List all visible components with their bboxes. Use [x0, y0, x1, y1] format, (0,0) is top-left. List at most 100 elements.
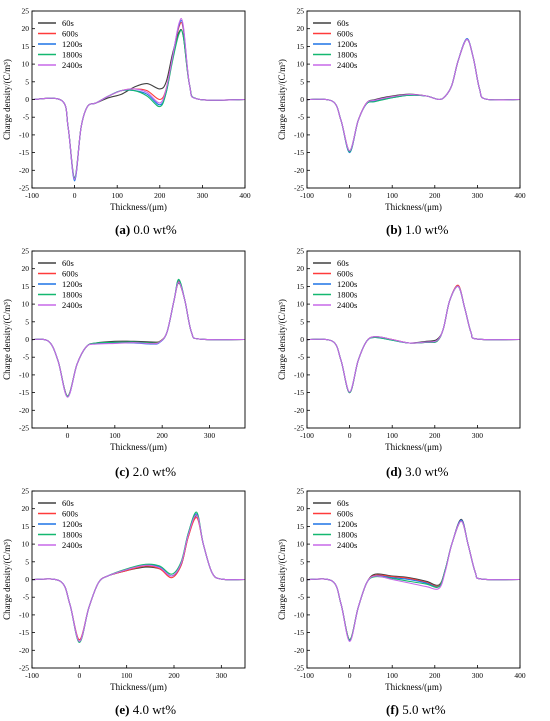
y-axis-label: Charge density/(C/m³)	[2, 59, 12, 140]
caption-a: (a) 0.0 wt%	[115, 222, 177, 238]
series-lines	[306, 38, 521, 154]
series-line-2400s	[31, 514, 246, 642]
y-tick-label: -10	[19, 610, 29, 619]
y-tick-label: -5	[298, 113, 304, 122]
series-lines	[31, 511, 246, 644]
legend-label: 1800s	[62, 50, 82, 60]
x-tick-label: 100	[112, 191, 124, 200]
chart-panel-f: -25 -20 -15 -10 -5 0 5 10 15 20 25 -100 0 100 200 300 40…	[275, 480, 550, 721]
legend-label: 2400s	[62, 300, 82, 310]
x-tick-label: -100	[300, 191, 314, 200]
y-tick-label: -5	[23, 353, 29, 362]
y-tick-label: -15	[294, 388, 304, 397]
legend-label: 1200s	[62, 39, 82, 49]
caption-text: 5.0 wt%	[399, 702, 446, 717]
x-tick-label: 100	[121, 671, 133, 680]
caption-letter: (e)	[115, 702, 130, 717]
x-tick-label: 200	[154, 191, 166, 200]
y-tick-label: 15	[297, 42, 305, 51]
legend-label: 1200s	[62, 279, 82, 289]
chart-a: -25 -20 -15 -10 -5 0 5 10 15 20 25 -100 0 100 200 300 40…	[2, 7, 251, 213]
y-tick-label: 15	[22, 522, 30, 531]
x-tick-label: 400	[514, 191, 526, 200]
y-tick-label: 0	[25, 575, 29, 584]
legend-label: 1200s	[337, 519, 357, 529]
y-tick-label: 20	[297, 504, 305, 513]
caption-letter: (f)	[386, 702, 399, 717]
series-line-2400s	[31, 281, 246, 398]
legend-label: 600s	[62, 509, 78, 519]
y-tick-label: -20	[294, 646, 304, 655]
y-tick-label: 15	[297, 522, 305, 531]
y-tick-label: 5	[300, 317, 304, 326]
y-tick-label: 25	[22, 247, 30, 256]
x-tick-label: 200	[429, 671, 441, 680]
legend-label: 60s	[62, 258, 74, 268]
legend-label: 2400s	[337, 540, 357, 550]
legend-label: 2400s	[62, 540, 82, 550]
x-tick-label: 100	[387, 671, 399, 680]
chart-c: -25 -20 -15 -10 -5 0 5 10 15 20 25 0 100 200 300 Thickn…	[2, 247, 246, 452]
caption-text: 4.0 wt%	[129, 702, 177, 717]
legend-label: 60s	[337, 18, 349, 28]
y-tick-label: -10	[294, 130, 304, 139]
x-axis-label: Thickness/(μm)	[110, 682, 167, 692]
y-tick-label: 25	[297, 487, 305, 496]
legend-label: 1800s	[337, 530, 357, 540]
y-tick-label: -15	[294, 148, 304, 157]
x-axis-label: Thickness/(μm)	[385, 682, 442, 692]
y-tick-label: 10	[22, 300, 30, 309]
caption-letter: (b)	[386, 222, 402, 237]
y-tick-label: -5	[298, 593, 304, 602]
y-tick-label: -15	[19, 388, 29, 397]
y-tick-label: 5	[25, 557, 29, 566]
y-tick-label: -10	[294, 370, 304, 379]
series-lines	[306, 518, 521, 642]
y-tick-label: 20	[22, 24, 30, 33]
legend-label: 600s	[337, 29, 353, 39]
x-tick-label: -100	[300, 671, 314, 680]
legend-label: 2400s	[62, 60, 82, 70]
caption-text: 2.0 wt%	[129, 464, 177, 479]
y-tick-label: 10	[297, 60, 305, 69]
y-tick-label: 25	[22, 487, 30, 496]
x-tick-label: 100	[109, 431, 121, 440]
y-tick-label: -25	[294, 424, 304, 433]
legend-label: 600s	[337, 509, 353, 519]
caption-letter: (d)	[386, 464, 402, 479]
y-axis-label: Charge density/(C/m³)	[277, 59, 287, 140]
y-tick-label: 0	[300, 95, 304, 104]
x-tick-label: 400	[514, 671, 526, 680]
y-tick-label: 0	[300, 335, 304, 344]
y-tick-label: -15	[294, 628, 304, 637]
x-tick-label: 0	[73, 191, 77, 200]
caption-letter: (a)	[115, 222, 131, 237]
legend-label: 60s	[337, 498, 349, 508]
legend-label: 1800s	[62, 290, 82, 300]
legend-label: 600s	[62, 29, 78, 39]
x-tick-label: 200	[168, 671, 180, 680]
x-tick-label: 200	[429, 431, 441, 440]
x-tick-label: -100	[25, 191, 39, 200]
y-tick-label: 25	[22, 7, 30, 16]
chart-panel-c: -25 -20 -15 -10 -5 0 5 10 15 20 25 0 100 200 300 Thickn…	[0, 240, 275, 480]
y-tick-label: -25	[19, 184, 29, 193]
legend-label: 1200s	[337, 39, 357, 49]
x-tick-label: 300	[197, 191, 209, 200]
y-tick-label: 20	[297, 264, 305, 273]
x-tick-label: 0	[348, 431, 352, 440]
legend-label: 2400s	[337, 300, 357, 310]
y-tick-label: -25	[19, 424, 29, 433]
series-line-2400s	[306, 520, 521, 642]
y-tick-label: 10	[22, 540, 30, 549]
caption-text: 1.0 wt%	[401, 222, 449, 237]
legend-label: 1800s	[337, 50, 357, 60]
y-tick-label: -5	[23, 593, 29, 602]
series-lines	[31, 278, 246, 398]
x-tick-label: 400	[239, 191, 251, 200]
x-tick-label: 300	[204, 431, 216, 440]
